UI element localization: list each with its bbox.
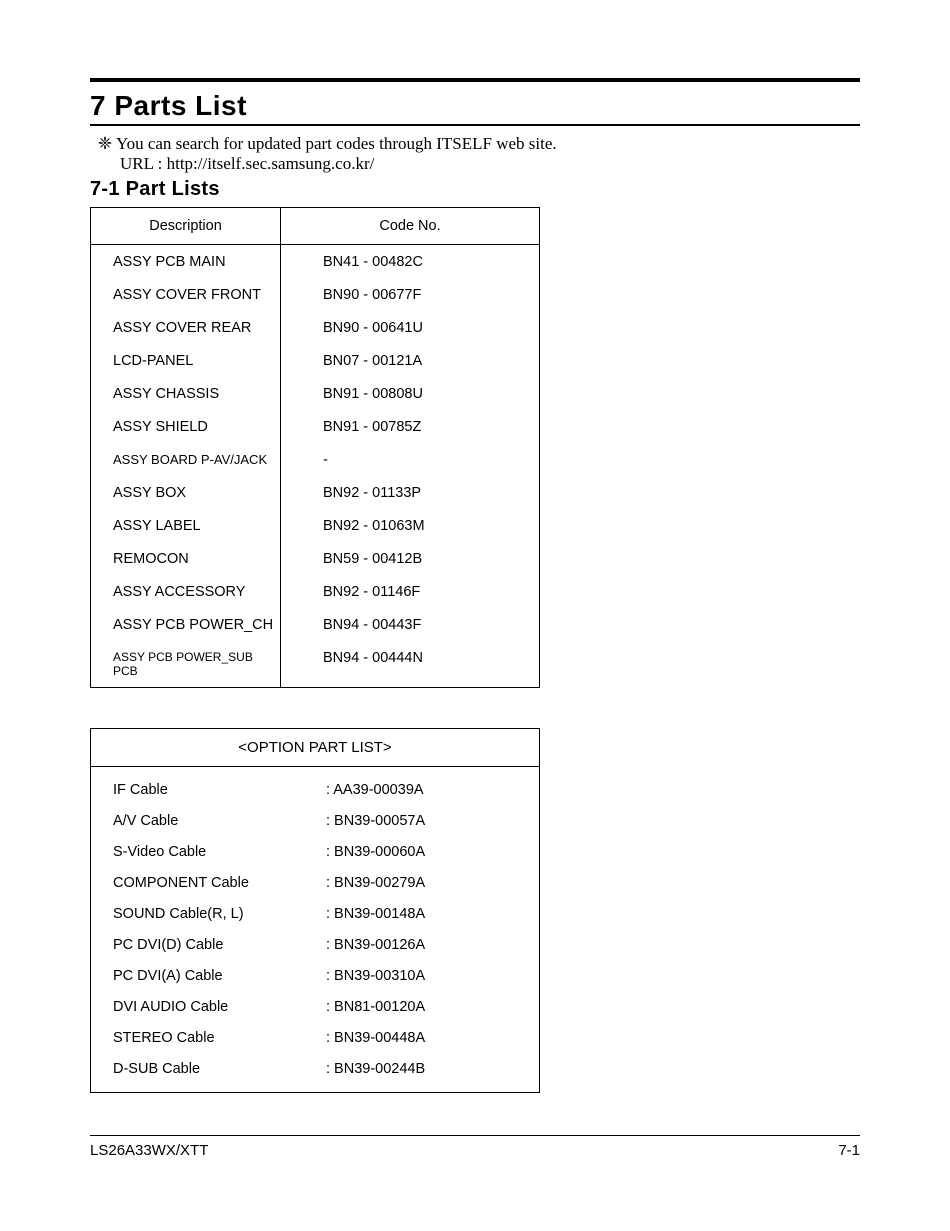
cell-description: ASSY BOX (91, 476, 281, 509)
cell-description: ASSY SHIELD (91, 410, 281, 443)
note-url: URL : http://itself.sec.samsung.co.kr/ (94, 154, 860, 174)
cell-description: ASSY PCB MAIN (91, 245, 281, 278)
cell-description: PC DVI(D) Cable (91, 937, 326, 953)
cell-description: S-Video Cable (91, 844, 326, 860)
cell-code: BN94 - 00444N (281, 641, 539, 687)
option-parts-table: <OPTION PART LIST> IF Cable: AA39-00039A… (90, 728, 540, 1093)
title-row: 7 Parts List (90, 88, 860, 126)
cell-code: BN90 - 00641U (281, 311, 539, 344)
cell-description: REMOCON (91, 542, 281, 575)
table-row: ASSY COVER REARBN90 - 00641U (91, 311, 539, 344)
cell-description: ASSY LABEL (91, 509, 281, 542)
parts-table: Description Code No. ASSY PCB MAINBN41 -… (90, 207, 540, 688)
cell-description: SOUND Cable(R, L) (91, 906, 326, 922)
cell-code: BN92 - 01133P (281, 476, 539, 509)
table-row: ASSY BOARD P-AV/JACK- (91, 443, 539, 476)
chapter-title: 7 Parts List (90, 90, 860, 124)
cell-description: ASSY BOARD P-AV/JACK (91, 443, 281, 476)
cell-code: : BN81-00120A (326, 999, 539, 1015)
table-row: PC DVI(A) Cable: BN39-00310A (91, 961, 539, 992)
cell-description: ASSY CHASSIS (91, 377, 281, 410)
cell-description: ASSY COVER REAR (91, 311, 281, 344)
cell-description: LCD-PANEL (91, 344, 281, 377)
cell-code: : AA39-00039A (326, 782, 539, 798)
cell-code: BN91 - 00785Z (281, 410, 539, 443)
cell-description: ASSY ACCESSORY (91, 575, 281, 608)
cell-description: A/V Cable (91, 813, 326, 829)
table-row: S-Video Cable: BN39-00060A (91, 837, 539, 868)
footer-page-number: 7-1 (838, 1142, 860, 1159)
cell-description: COMPONENT Cable (91, 875, 326, 891)
table-row: ASSY BOXBN92 - 01133P (91, 476, 539, 509)
col-code: Code No. (281, 208, 539, 244)
cell-code: : BN39-00126A (326, 937, 539, 953)
table-row: LCD-PANELBN07 - 00121A (91, 344, 539, 377)
note-text: You can search for updated part codes th… (116, 134, 557, 154)
table-row: ASSY PCB MAINBN41 - 00482C (91, 245, 539, 278)
col-description: Description (91, 208, 281, 244)
table-row: D-SUB Cable: BN39-00244B (91, 1054, 539, 1093)
cell-description: STEREO Cable (91, 1030, 326, 1046)
cell-description: ASSY PCB POWER_CH (91, 608, 281, 641)
table-row: IF Cable: AA39-00039A (91, 767, 539, 806)
cell-code: - (281, 443, 539, 476)
top-rule (90, 78, 860, 88)
section-subheading: 7-1 Part Lists (90, 178, 860, 201)
cell-description: DVI AUDIO Cable (91, 999, 326, 1015)
table-row: DVI AUDIO Cable: BN81-00120A (91, 992, 539, 1023)
cell-code: BN07 - 00121A (281, 344, 539, 377)
table-row: ASSY SHIELDBN91 - 00785Z (91, 410, 539, 443)
page-footer: LS26A33WX/XTT 7-1 (90, 1135, 860, 1159)
table-row: REMOCONBN59 - 00412B (91, 542, 539, 575)
cell-code: BN90 - 00677F (281, 278, 539, 311)
table-row: PC DVI(D) Cable: BN39-00126A (91, 930, 539, 961)
table-row: ASSY PCB POWER_CHBN94 - 00443F (91, 608, 539, 641)
cell-code: BN94 - 00443F (281, 608, 539, 641)
cell-code: : BN39-00060A (326, 844, 539, 860)
cell-code: : BN39-00448A (326, 1030, 539, 1046)
option-parts-title: <OPTION PART LIST> (91, 729, 539, 767)
table-row: ASSY COVER FRONTBN90 - 00677F (91, 278, 539, 311)
cell-code: : BN39-00279A (326, 875, 539, 891)
cell-code: : BN39-00310A (326, 968, 539, 984)
table-row: ASSY LABELBN92 - 01063M (91, 509, 539, 542)
note-block: ❈ You can search for updated part codes … (90, 134, 860, 174)
cell-code: : BN39-00148A (326, 906, 539, 922)
cell-code: BN41 - 00482C (281, 245, 539, 278)
parts-table-header: Description Code No. (91, 208, 539, 245)
table-row: SOUND Cable(R, L): BN39-00148A (91, 899, 539, 930)
cell-code: : BN39-00057A (326, 813, 539, 829)
cell-code: BN92 - 01063M (281, 509, 539, 542)
cell-code: BN92 - 01146F (281, 575, 539, 608)
cell-description: D-SUB Cable (91, 1061, 326, 1077)
cell-code: BN59 - 00412B (281, 542, 539, 575)
table-row: ASSY ACCESSORYBN92 - 01146F (91, 575, 539, 608)
cell-description: PC DVI(A) Cable (91, 968, 326, 984)
cell-description: IF Cable (91, 782, 326, 798)
note-icon: ❈ (94, 134, 116, 154)
table-row: ASSY CHASSISBN91 - 00808U (91, 377, 539, 410)
cell-code: : BN39-00244B (326, 1061, 539, 1077)
footer-model: LS26A33WX/XTT (90, 1142, 208, 1159)
table-row: STEREO Cable: BN39-00448A (91, 1023, 539, 1054)
cell-description: ASSY COVER FRONT (91, 278, 281, 311)
table-row: COMPONENT Cable: BN39-00279A (91, 868, 539, 899)
table-row: ASSY PCB POWER_SUB PCBBN94 - 00444N (91, 641, 539, 687)
table-row: A/V Cable: BN39-00057A (91, 806, 539, 837)
cell-code: BN91 - 00808U (281, 377, 539, 410)
cell-description: ASSY PCB POWER_SUB PCB (91, 641, 281, 687)
